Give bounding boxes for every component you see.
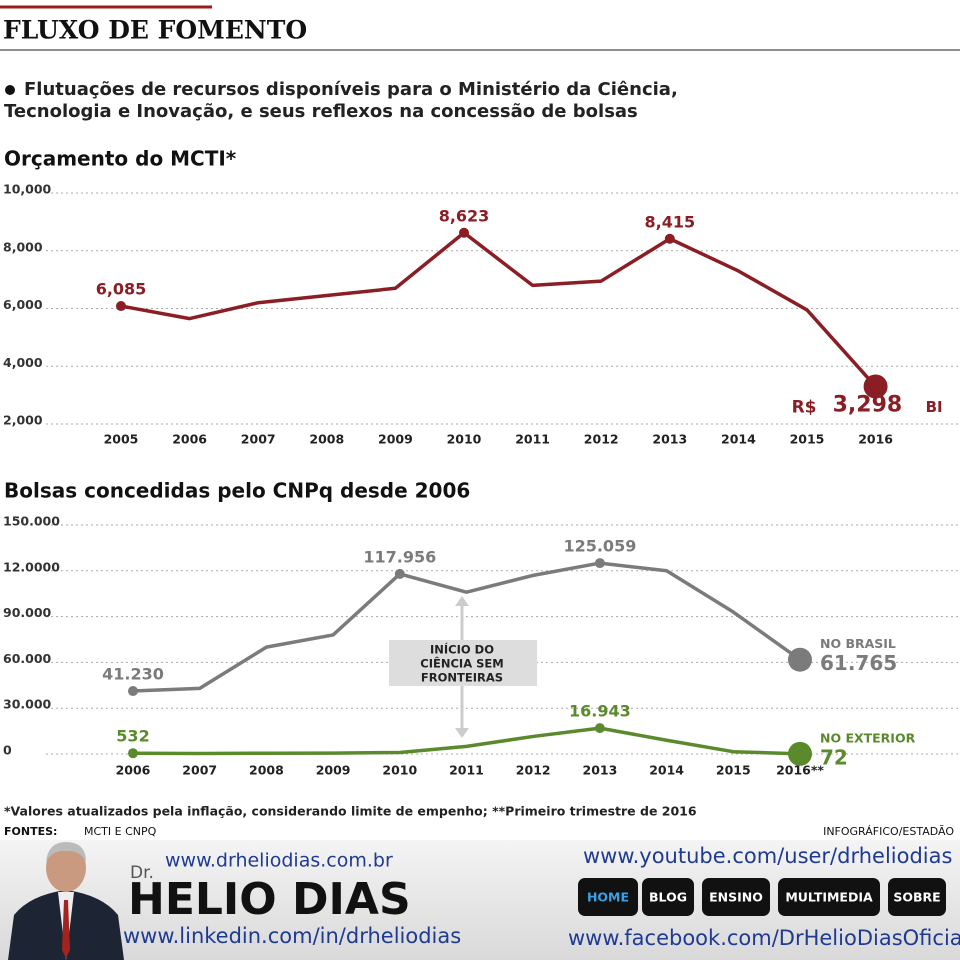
value-label: 61.765 [820, 651, 897, 675]
x-tick-label: 2009 [316, 763, 351, 778]
nav-button[interactable] [702, 878, 770, 916]
link[interactable]: www.youtube.com/user/drheliodias [583, 844, 952, 868]
x-tick-label: 2010 [447, 432, 482, 447]
x-tick-label: 2015 [790, 432, 825, 447]
nav-button[interactable] [888, 878, 946, 916]
x-tick-label: 2011 [449, 763, 484, 778]
x-tick-label: 2012 [584, 432, 619, 447]
y-tick-label: 90.000 [3, 605, 52, 620]
y-tick-label: 4,000 [3, 355, 43, 370]
annotation: FRONTEIRAS [421, 671, 503, 685]
y-tick-label: 6,000 [3, 297, 43, 312]
point [863, 374, 888, 399]
value-label: 8,415 [644, 212, 695, 231]
y-tick-label: 12.0000 [3, 559, 60, 574]
x-tick-label: 2015 [716, 763, 751, 778]
value-label: 72 [820, 745, 848, 769]
value-label: 3,298 [833, 393, 903, 418]
value-label: 16.943 [569, 702, 631, 721]
x-tick-label: 2008 [309, 432, 344, 447]
x-tick-label: 2008 [249, 763, 284, 778]
point [594, 558, 605, 569]
point [594, 723, 605, 734]
sources-label: FONTES: [4, 825, 57, 838]
x-tick-label: 2013 [652, 432, 687, 447]
point [664, 233, 675, 244]
prefix: Dr. [130, 863, 154, 883]
y-tick-label: 0 [3, 743, 12, 758]
nav-label[interactable]: ENSINO [709, 890, 763, 905]
annotation: INÍCIO DO [430, 642, 494, 657]
arrow-head [455, 728, 469, 738]
value-label: 125.059 [563, 537, 636, 556]
x-tick-label: 2007 [241, 432, 276, 447]
x-tick-label: 2014 [649, 763, 684, 778]
x-tick-label: 2016 [858, 432, 893, 447]
value-label: 532 [116, 727, 149, 746]
y-tick-label: 8,000 [3, 239, 43, 254]
point [788, 647, 812, 672]
x-tick-label: 2012 [516, 763, 551, 778]
bullet [5, 85, 15, 95]
value-label: 117.956 [363, 547, 436, 566]
line [120, 231, 877, 388]
nav-label[interactable]: BLOG [649, 890, 687, 905]
title: FLUXO DE FOMENTO [3, 16, 307, 45]
value-label: 6,085 [96, 280, 147, 299]
nav-button[interactable] [642, 878, 694, 916]
x-tick-label: 2007 [182, 763, 217, 778]
x-tick-label: 2006 [116, 763, 151, 778]
x-tick-label: 2009 [378, 432, 413, 447]
subtitle: Tecnologia e Inovação, e seus reflexos n… [4, 101, 638, 122]
subtitle: Flutuações de recursos disponíveis para … [24, 79, 678, 100]
y-tick-label: 30.000 [3, 697, 52, 712]
point [128, 748, 138, 759]
link[interactable]: www.facebook.com/DrHelioDiasOficial [568, 926, 960, 950]
y-tick-label: 2,000 [3, 413, 43, 428]
value-label: 8,623 [439, 206, 490, 225]
nav-button[interactable] [578, 878, 638, 916]
y-tick-label: 150.000 [3, 514, 60, 529]
annotation-box [389, 640, 537, 686]
y-tick-label: 10,000 [3, 182, 52, 197]
nav-button[interactable] [778, 878, 880, 916]
nav-label[interactable]: HOME [587, 890, 629, 905]
annotation: CIÊNCIA SEM [420, 656, 503, 671]
brand-name: HELIO DIAS [128, 874, 411, 925]
x-tick-label: 2006 [172, 432, 207, 447]
point [128, 686, 138, 697]
x-tick-label: 2010 [382, 763, 417, 778]
legend-label: NO EXTERIOR [820, 730, 916, 745]
legend-label: NO BRASIL [820, 636, 896, 651]
chart-title: Bolsas concedidas pelo CNPq desde 2006 [4, 479, 470, 503]
x-tick-label: 2013 [583, 763, 618, 778]
sources: MCTI E CNPQ [84, 825, 157, 838]
point [459, 227, 469, 238]
link[interactable]: www.linkedin.com/in/drheliodias [123, 924, 461, 948]
arrow-head [455, 596, 469, 606]
x-tick-label: 2011 [515, 432, 550, 447]
x-tick-label: 2005 [104, 432, 139, 447]
nav-label[interactable]: MULTIMEDIA [785, 890, 873, 905]
point [394, 568, 405, 579]
chart-title: Orçamento do MCTI* [4, 147, 237, 171]
value-suffix: BI [926, 398, 943, 416]
credit: INFOGRÁFICO/ESTADÃO [823, 825, 954, 838]
nav-label[interactable]: SOBRE [893, 890, 940, 905]
y-tick-label: 60.000 [3, 651, 52, 666]
line [132, 726, 801, 756]
photo [8, 842, 124, 960]
point [788, 741, 812, 766]
value-prefix: R$ [792, 398, 817, 418]
link[interactable]: www.drheliodias.com.br [165, 850, 393, 872]
line [132, 561, 802, 693]
x-tick-label: 2014 [721, 432, 756, 447]
footnote: *Valores atualizados pela inflação, cons… [4, 804, 697, 819]
value-label: 41.230 [102, 665, 164, 684]
x-tick-label: 2016** [776, 763, 824, 778]
point [116, 301, 126, 312]
